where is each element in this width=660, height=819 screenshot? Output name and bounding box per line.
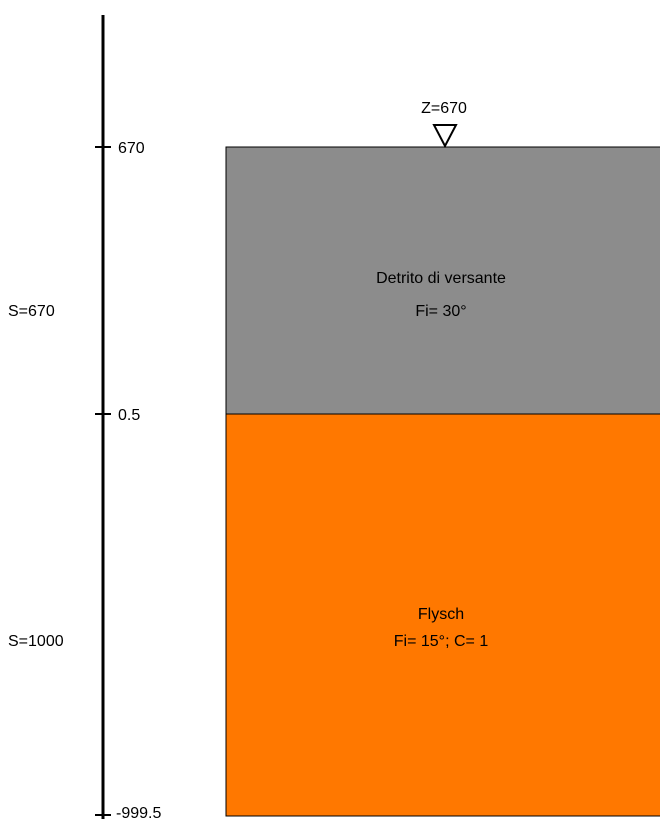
depth-tick-1-label: 670 (118, 140, 145, 157)
layer-2-params: Fi= 15°; C= 1 (394, 633, 489, 650)
water-table-triangle-icon (432, 124, 458, 149)
layer-1-name: Detrito di versante (376, 270, 506, 287)
depth-axis: 670 0.5 -999.5 (95, 15, 161, 819)
layer-2-name: Flysch (418, 606, 464, 623)
depth-tick-3-label: -999.5 (116, 805, 161, 819)
layer-1-params: Fi= 30° (415, 303, 466, 320)
layer-2-thickness-label: S=1000 (8, 633, 64, 650)
layer-1-block (225, 146, 660, 415)
layer-2: Flysch Fi= 15°; C= 1 (225, 413, 660, 817)
layer-1-thickness-label: S=670 (8, 303, 55, 320)
water-table-marker: Z=670 (421, 100, 467, 149)
water-table-label: Z=670 (421, 100, 467, 117)
layer-2-block (225, 413, 660, 817)
depth-tick-2-label: 0.5 (118, 407, 140, 424)
layer-1: Detrito di versante Fi= 30° (225, 146, 660, 415)
